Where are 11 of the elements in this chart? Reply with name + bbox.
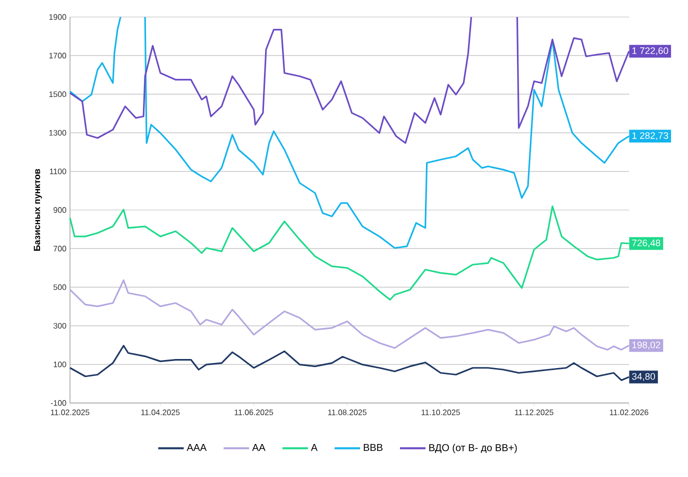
legend-label: ВДО (от B- до BB+) <box>429 444 517 454</box>
y-axis-title: Базисных пунктов <box>34 169 42 251</box>
annotation: 1 722,60 <box>632 47 668 56</box>
annotation: 726,48 <box>632 240 660 248</box>
legend-label: AA <box>252 444 266 451</box>
legend-label: AAA <box>186 444 207 451</box>
legend-label: A <box>310 444 318 451</box>
annotation: 1 282,73 <box>632 132 668 140</box>
annotation: 34,80 <box>632 373 656 381</box>
annotation: 198,02 <box>632 342 660 350</box>
legend-label: BBB <box>364 444 382 451</box>
